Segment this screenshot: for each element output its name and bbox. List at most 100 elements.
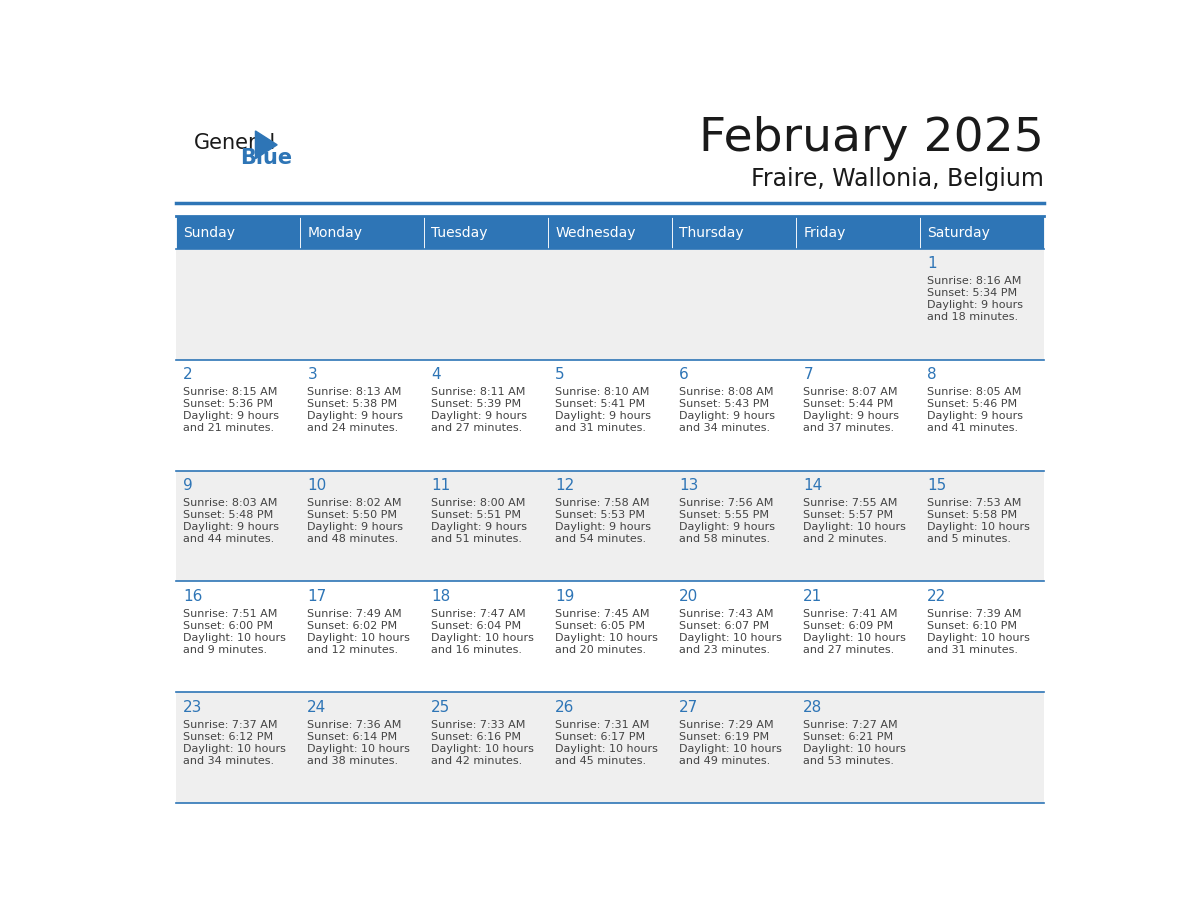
Text: Thursday: Thursday	[680, 226, 744, 240]
Text: Sunset: 6:07 PM: Sunset: 6:07 PM	[680, 621, 770, 631]
Text: Sunrise: 7:45 AM: Sunrise: 7:45 AM	[555, 610, 650, 619]
Text: Sunset: 6:12 PM: Sunset: 6:12 PM	[183, 732, 273, 742]
Text: Tuesday: Tuesday	[431, 226, 488, 240]
Text: Sunrise: 7:31 AM: Sunrise: 7:31 AM	[555, 720, 650, 730]
Text: Sunset: 5:46 PM: Sunset: 5:46 PM	[928, 399, 1017, 409]
Text: Sunrise: 7:47 AM: Sunrise: 7:47 AM	[431, 610, 526, 619]
Text: 24: 24	[308, 700, 327, 715]
Text: Sunrise: 7:58 AM: Sunrise: 7:58 AM	[555, 498, 650, 509]
Text: Sunset: 6:17 PM: Sunset: 6:17 PM	[555, 732, 645, 742]
Text: and 27 minutes.: and 27 minutes.	[803, 645, 895, 655]
Text: Sunrise: 7:51 AM: Sunrise: 7:51 AM	[183, 610, 278, 619]
Text: 19: 19	[555, 589, 575, 604]
Text: Sunrise: 7:55 AM: Sunrise: 7:55 AM	[803, 498, 898, 509]
Text: Sunset: 5:36 PM: Sunset: 5:36 PM	[183, 399, 273, 409]
Text: Sunrise: 8:10 AM: Sunrise: 8:10 AM	[555, 387, 650, 397]
Text: 27: 27	[680, 700, 699, 715]
Text: Sunset: 6:10 PM: Sunset: 6:10 PM	[928, 621, 1017, 631]
Text: 8: 8	[928, 367, 937, 382]
Text: Daylight: 10 hours: Daylight: 10 hours	[308, 744, 410, 754]
Text: and 16 minutes.: and 16 minutes.	[431, 645, 523, 655]
Text: Sunrise: 7:43 AM: Sunrise: 7:43 AM	[680, 610, 773, 619]
Text: and 21 minutes.: and 21 minutes.	[183, 423, 274, 433]
Bar	[920, 217, 1043, 249]
Text: and 5 minutes.: and 5 minutes.	[928, 534, 1011, 544]
Text: Sunrise: 8:02 AM: Sunrise: 8:02 AM	[308, 498, 402, 509]
Text: and 54 minutes.: and 54 minutes.	[555, 534, 646, 544]
Text: Sunset: 6:21 PM: Sunset: 6:21 PM	[803, 732, 893, 742]
Text: Daylight: 9 hours: Daylight: 9 hours	[308, 522, 404, 532]
Text: 2: 2	[183, 367, 192, 382]
Text: Daylight: 10 hours: Daylight: 10 hours	[803, 633, 906, 643]
Text: Monday: Monday	[308, 226, 362, 240]
Text: Daylight: 10 hours: Daylight: 10 hours	[803, 744, 906, 754]
Text: Sunset: 6:19 PM: Sunset: 6:19 PM	[680, 732, 770, 742]
Text: and 49 minutes.: and 49 minutes.	[680, 756, 771, 766]
Text: and 12 minutes.: and 12 minutes.	[308, 645, 398, 655]
Text: Sunrise: 7:36 AM: Sunrise: 7:36 AM	[308, 720, 402, 730]
Text: 26: 26	[555, 700, 575, 715]
Text: Sunrise: 7:33 AM: Sunrise: 7:33 AM	[431, 720, 526, 730]
Text: and 37 minutes.: and 37 minutes.	[803, 423, 895, 433]
Text: Daylight: 9 hours: Daylight: 9 hours	[803, 411, 899, 421]
Text: Daylight: 10 hours: Daylight: 10 hours	[680, 744, 782, 754]
Text: 11: 11	[431, 478, 450, 493]
Text: Daylight: 9 hours: Daylight: 9 hours	[183, 522, 279, 532]
Text: Daylight: 10 hours: Daylight: 10 hours	[928, 522, 1030, 532]
Text: and 23 minutes.: and 23 minutes.	[680, 645, 771, 655]
Text: Sunset: 5:51 PM: Sunset: 5:51 PM	[431, 510, 522, 521]
Text: Sunrise: 8:05 AM: Sunrise: 8:05 AM	[928, 387, 1022, 397]
Bar	[299, 217, 424, 249]
Text: 1: 1	[928, 256, 937, 272]
Bar	[671, 217, 796, 249]
Text: Daylight: 10 hours: Daylight: 10 hours	[928, 633, 1030, 643]
Text: Daylight: 10 hours: Daylight: 10 hours	[183, 633, 286, 643]
Text: Saturday: Saturday	[928, 226, 991, 240]
Text: General: General	[194, 133, 276, 152]
Text: Daylight: 9 hours: Daylight: 9 hours	[928, 300, 1023, 310]
Text: Daylight: 9 hours: Daylight: 9 hours	[680, 522, 776, 532]
Text: Daylight: 9 hours: Daylight: 9 hours	[555, 411, 651, 421]
Bar	[176, 249, 1043, 360]
Text: Sunrise: 8:13 AM: Sunrise: 8:13 AM	[308, 387, 402, 397]
Text: Sunrise: 7:37 AM: Sunrise: 7:37 AM	[183, 720, 278, 730]
Text: Sunset: 5:39 PM: Sunset: 5:39 PM	[431, 399, 522, 409]
Text: Daylight: 9 hours: Daylight: 9 hours	[928, 411, 1023, 421]
Text: 28: 28	[803, 700, 822, 715]
Text: and 51 minutes.: and 51 minutes.	[431, 534, 523, 544]
Text: Friday: Friday	[803, 226, 846, 240]
Text: 25: 25	[431, 700, 450, 715]
Text: and 2 minutes.: and 2 minutes.	[803, 534, 887, 544]
Text: and 34 minutes.: and 34 minutes.	[680, 423, 771, 433]
Text: and 48 minutes.: and 48 minutes.	[308, 534, 399, 544]
Text: Daylight: 9 hours: Daylight: 9 hours	[308, 411, 404, 421]
Text: Sunrise: 7:56 AM: Sunrise: 7:56 AM	[680, 498, 773, 509]
Text: Sunset: 5:34 PM: Sunset: 5:34 PM	[928, 288, 1017, 298]
Text: Sunrise: 7:39 AM: Sunrise: 7:39 AM	[928, 610, 1022, 619]
Text: and 18 minutes.: and 18 minutes.	[928, 312, 1018, 322]
Text: 22: 22	[928, 589, 947, 604]
Text: Daylight: 10 hours: Daylight: 10 hours	[803, 522, 906, 532]
Text: 14: 14	[803, 478, 822, 493]
Text: Sunset: 5:44 PM: Sunset: 5:44 PM	[803, 399, 893, 409]
Text: and 31 minutes.: and 31 minutes.	[555, 423, 646, 433]
Bar	[176, 360, 1043, 471]
Text: Sunrise: 8:03 AM: Sunrise: 8:03 AM	[183, 498, 278, 509]
Text: Sunset: 5:38 PM: Sunset: 5:38 PM	[308, 399, 398, 409]
Text: and 34 minutes.: and 34 minutes.	[183, 756, 274, 766]
Text: Sunrise: 8:07 AM: Sunrise: 8:07 AM	[803, 387, 898, 397]
Text: and 45 minutes.: and 45 minutes.	[555, 756, 646, 766]
Text: 16: 16	[183, 589, 203, 604]
Text: and 31 minutes.: and 31 minutes.	[928, 645, 1018, 655]
Text: Sunset: 5:41 PM: Sunset: 5:41 PM	[555, 399, 645, 409]
Text: February 2025: February 2025	[699, 116, 1043, 161]
Text: Sunset: 6:04 PM: Sunset: 6:04 PM	[431, 621, 522, 631]
Text: Daylight: 10 hours: Daylight: 10 hours	[431, 744, 535, 754]
Bar	[424, 217, 548, 249]
Text: Sunset: 5:48 PM: Sunset: 5:48 PM	[183, 510, 273, 521]
Text: and 27 minutes.: and 27 minutes.	[431, 423, 523, 433]
Bar	[176, 471, 1043, 581]
Text: Sunset: 5:50 PM: Sunset: 5:50 PM	[308, 510, 397, 521]
Text: Sunrise: 7:41 AM: Sunrise: 7:41 AM	[803, 610, 898, 619]
Text: Daylight: 9 hours: Daylight: 9 hours	[555, 522, 651, 532]
